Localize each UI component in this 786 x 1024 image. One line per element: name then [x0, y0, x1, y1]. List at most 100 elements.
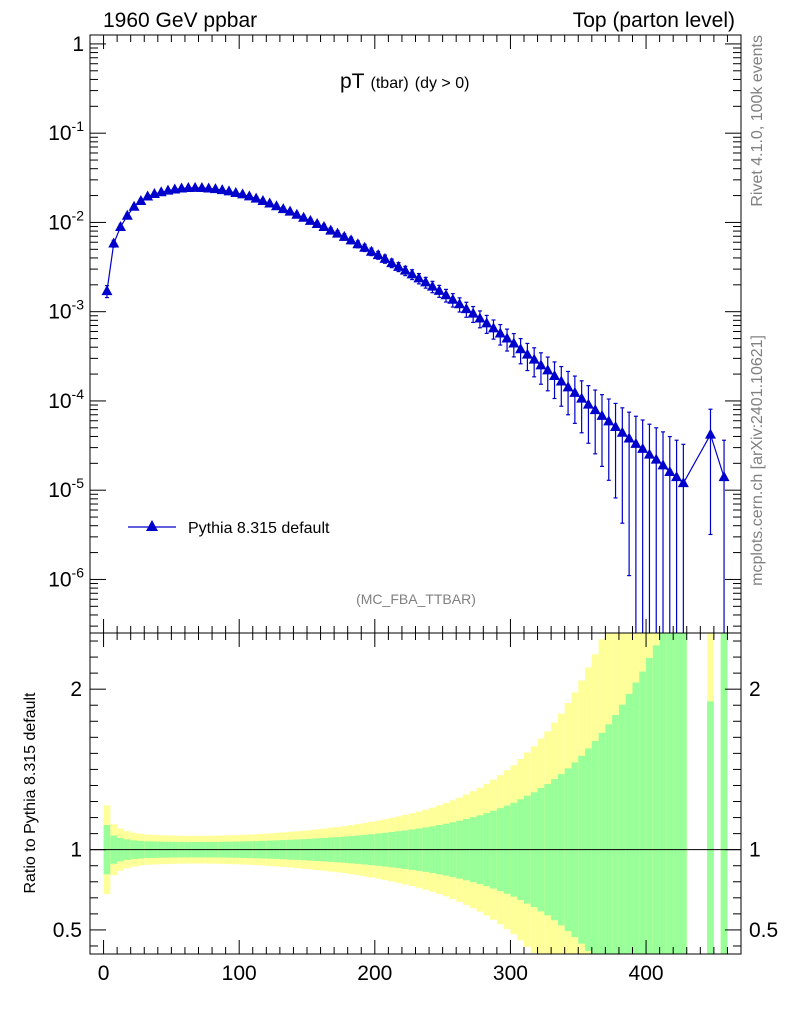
data-point: [209, 183, 221, 194]
data-point: [562, 381, 574, 392]
header-left: 1960 GeV ppbar: [103, 9, 257, 32]
ratio-bands: [103, 633, 728, 954]
data-point: [393, 260, 405, 271]
data-point: [718, 471, 730, 482]
series-layer: [101, 181, 730, 633]
data-point: [467, 307, 479, 318]
data-point: [230, 186, 242, 197]
ratio-band-inner: [646, 657, 653, 954]
data-point: [474, 312, 486, 323]
data-point: [481, 317, 493, 328]
data-point: [610, 421, 622, 432]
data-point: [121, 209, 133, 220]
data-point: [637, 442, 649, 453]
data-point: [203, 182, 215, 193]
data-point: [196, 182, 208, 193]
ratio-y-tick-label-right: 0.5: [749, 919, 778, 942]
main-x-ticks: [103, 35, 728, 633]
legend-marker: [146, 520, 158, 531]
x-tick-label: 300: [493, 962, 528, 985]
data-point: [555, 375, 567, 386]
main-frame: [89, 34, 742, 634]
data-point: [291, 208, 303, 219]
main-y-tick-label: 10-1: [48, 118, 84, 145]
data-point: [521, 348, 533, 359]
data-point: [325, 224, 337, 235]
data-point: [359, 241, 371, 252]
ratio-band-inner: [679, 633, 687, 954]
data-point: [440, 289, 452, 300]
data-point: [582, 398, 594, 409]
data-point: [508, 337, 520, 348]
data-point: [115, 220, 127, 231]
ratio-band-inner: [632, 682, 640, 954]
data-point: [243, 190, 255, 201]
data-point: [630, 437, 642, 448]
ratio-y-tick-label-right: 1: [749, 839, 761, 862]
ratio-y-label: Ratio to Pythia 8.315 default: [22, 692, 39, 894]
data-point: [257, 194, 269, 205]
data-point: [250, 192, 262, 203]
main-y-tick-label: 10-3: [48, 297, 84, 324]
ratio-band-inner: [612, 714, 619, 954]
data-point: [352, 238, 364, 249]
data-point: [372, 249, 384, 260]
data-point: [298, 211, 310, 222]
data-point: [671, 471, 683, 482]
data-point: [616, 426, 628, 437]
data-point: [413, 272, 425, 283]
data-point: [501, 332, 513, 343]
data-point: [454, 298, 466, 309]
main-panel: 1 10-1 10-2 10-3 10-4 10-5 10-6 pT (tbar) (dy > …: [48, 33, 742, 634]
main-y-tick-label: 10-6: [48, 564, 84, 591]
data-point: [535, 359, 547, 370]
data-point: [386, 257, 398, 268]
data-point: [596, 409, 608, 420]
x-tick-label: 200: [357, 962, 392, 985]
ratio-panel: 0.5 0.5 1 1 2 2 0 100 200 300 400 Ratio to Pythia…: [22, 632, 778, 985]
data-point: [216, 184, 228, 195]
data-point: [365, 245, 377, 256]
data-point: [406, 268, 418, 279]
data-point: [237, 188, 249, 199]
ratio-band-inner: [673, 633, 680, 954]
rivet-version-label: Rivet 4.1.0, 100k events: [749, 35, 766, 207]
ratio-band-inner: [720, 633, 728, 954]
data-point: [576, 392, 588, 403]
mcplots-label: mcplots.cern.ch [arXiv:2401.10621]: [749, 335, 766, 586]
ratio-band-inner: [652, 645, 660, 954]
data-point: [433, 284, 445, 295]
ratio-band-inner: [618, 704, 626, 954]
data-point: [304, 214, 316, 225]
data-point: [447, 293, 459, 304]
data-point: [277, 203, 289, 214]
main-y-tick-label: 10-4: [48, 386, 84, 413]
data-point: [108, 237, 120, 248]
ratio-band-inner: [605, 724, 613, 954]
plot-title: pT (tbar) (dy > 0): [340, 70, 469, 93]
data-point: [569, 386, 581, 397]
data-point: [704, 428, 716, 439]
data-point: [223, 185, 235, 196]
plot-title-tail: (dy > 0): [415, 75, 470, 92]
data-point: [664, 465, 676, 476]
main-y-tick-label: 1: [72, 33, 84, 56]
data-point: [270, 200, 282, 211]
x-tick-label: 0: [98, 962, 110, 985]
x-tick-label: 100: [222, 962, 257, 985]
ratio-band-inner: [591, 741, 599, 954]
data-point: [420, 276, 432, 287]
data-point: [487, 322, 499, 333]
header-right: Top (parton level): [573, 9, 735, 32]
data-point: [677, 477, 689, 488]
main-y-tick-label: 10-2: [48, 207, 84, 234]
ratio-band-inner: [625, 693, 633, 954]
data-point: [128, 200, 140, 211]
x-tick-label: 400: [629, 962, 664, 985]
legend: Pythia 8.315 default: [128, 520, 330, 537]
data-point: [623, 432, 635, 443]
data-point: [650, 453, 662, 464]
data-point: [284, 205, 296, 216]
data-point: [399, 264, 411, 275]
analysis-label: (MC_FBA_TTBAR): [356, 591, 476, 607]
